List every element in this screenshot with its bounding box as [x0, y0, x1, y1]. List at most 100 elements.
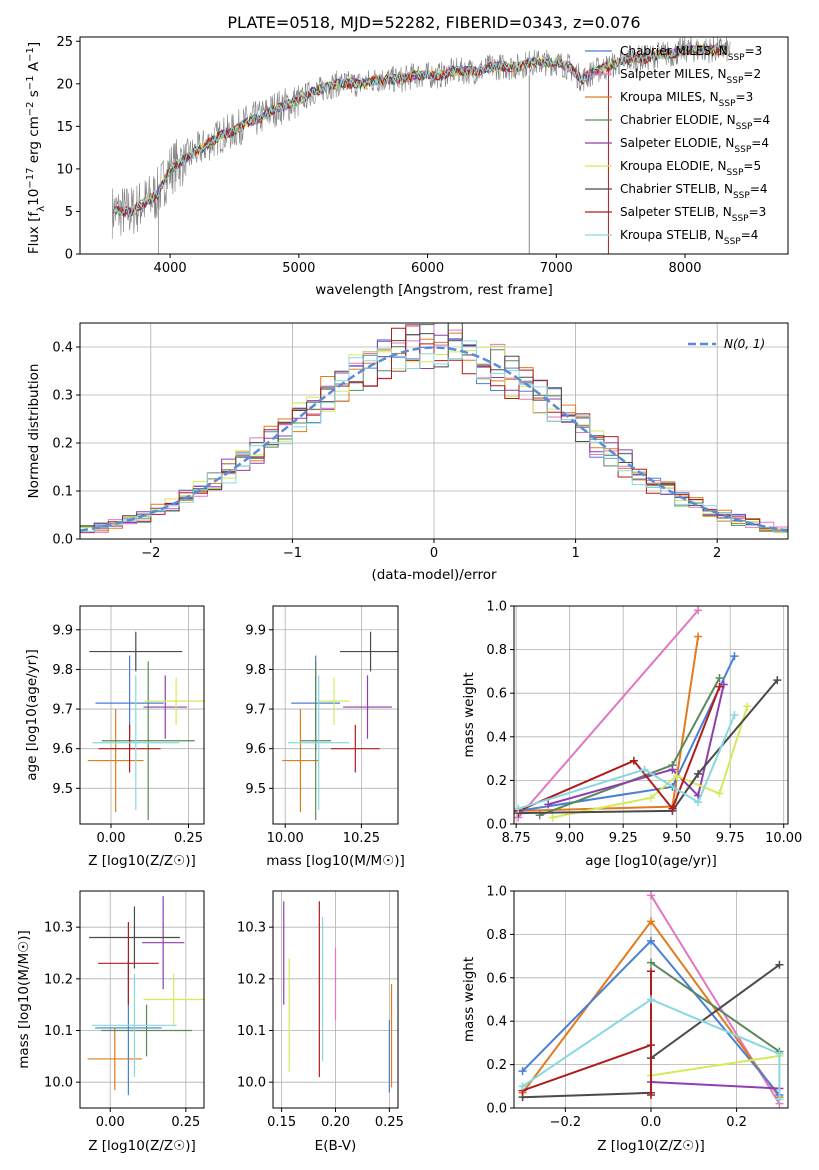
x-tick-label: 1 — [571, 546, 579, 561]
marker-salpeter_stelib — [715, 682, 724, 691]
ylabel: mass weight — [461, 957, 477, 1042]
x-tick-label: 0.25 — [174, 831, 203, 846]
y-tick-label: 0.1 — [52, 485, 73, 500]
marker-chabrier_elodie — [647, 958, 655, 967]
histogram-xlabel: (data-model)/error — [371, 567, 497, 583]
marker-chabrier_stelib — [773, 676, 782, 685]
x-tick-label: 10.00 — [765, 831, 802, 846]
marker-salpeter_miles — [694, 606, 703, 615]
marker-salpeter_elodie — [544, 800, 553, 809]
x-tick-label: −1 — [283, 546, 302, 561]
marker-salpeter_stelib — [647, 1090, 655, 1099]
y-tick-label: 0.0 — [52, 533, 73, 548]
y-tick-label: 0.0 — [486, 1102, 507, 1117]
y-tick-label: 10.2 — [44, 972, 73, 987]
x-tick-label: 0.25 — [171, 1115, 200, 1130]
marker-chabrier_stelib — [694, 769, 703, 778]
marker-kroupa_stelib — [647, 995, 655, 1004]
legend-entry-chabrier_miles: Chabrier MILES, NSSP=3 — [620, 44, 762, 63]
marker-kroupa_stelib — [775, 1049, 784, 1058]
xlabel: E(B-V) — [315, 1138, 357, 1154]
y-tick-label: 9.5 — [52, 782, 73, 797]
x-tick-label: 2 — [713, 546, 721, 561]
y-tick-label: 10.3 — [237, 921, 266, 936]
y-tick-label: 10 — [56, 162, 73, 177]
y-tick-label: 0.8 — [486, 928, 507, 943]
y-tick-label: 15 — [56, 120, 73, 135]
mass-weight-vs-age-panel: 8.75 9.00 9.25 9.50 9.75 10.00 0.0 0.2 0.4 0.6 0.8… — [461, 600, 802, 870]
y-tick-label: 10.0 — [44, 1076, 73, 1091]
x-tick-label: 0.15 — [267, 1115, 296, 1130]
legend-entry-salpeter_miles: Salpeter MILES, NSSP=2 — [620, 67, 761, 86]
marker-chabrier_stelib — [775, 960, 784, 969]
y-tick-label: 0.4 — [486, 1015, 507, 1030]
y-tick-label: 10.0 — [237, 1076, 266, 1091]
y-tick-label: 0.3 — [52, 389, 73, 404]
series-salpeter_stelib — [517, 686, 721, 812]
marker-salpeter_stelib — [647, 967, 655, 976]
ylabel: age [log10(age/yr)] — [24, 649, 40, 781]
y-tick-label: 9.8 — [52, 663, 73, 678]
legend-entry-kroupa_miles: Kroupa MILES, NSSP=3 — [620, 90, 753, 109]
y-tick-label: 1.0 — [486, 885, 507, 900]
x-tick-label: 6000 — [411, 261, 444, 276]
y-tick-label: 0.2 — [486, 774, 507, 789]
histogram-kroupa_stelib — [80, 340, 788, 539]
series-salpeter_stelib — [522, 971, 652, 1095]
y-tick-label: 0.2 — [486, 1058, 507, 1073]
xlabel: Z [log10(Z/Z☉)] — [88, 1138, 196, 1154]
model-spectrum-kroupa_stelib — [113, 44, 727, 217]
legend-entry-chabrier_stelib: Chabrier STELIB, NSSP=4 — [620, 182, 768, 201]
marker-kroupa_miles — [647, 917, 655, 926]
y-tick-label: 20 — [56, 77, 73, 92]
x-tick-label: 0.25 — [375, 1115, 404, 1130]
x-tick-label: 0.00 — [97, 831, 126, 846]
x-tick-label: 4000 — [154, 261, 187, 276]
marker-chabrier_miles — [647, 936, 655, 945]
axes-frame — [79, 36, 789, 255]
marker-chabrier_miles — [518, 1067, 527, 1076]
legend-entry-gauss: N(0, 1) — [724, 337, 765, 351]
marker-kroupa_stelib — [694, 798, 703, 807]
series-chabrier_stelib — [518, 679, 779, 815]
y-tick-label: 0.4 — [52, 341, 73, 356]
marker-salpeter_elodie — [668, 765, 677, 774]
x-tick-label: 10.00 — [267, 831, 304, 846]
series-kroupa_stelib — [518, 714, 736, 810]
x-tick-label: 8000 — [668, 261, 701, 276]
x-tick-label: 9.00 — [555, 831, 584, 846]
y-tick-label: 10.1 — [44, 1024, 73, 1039]
legend-entry-salpeter_stelib: Salpeter STELIB, NSSP=3 — [620, 205, 766, 224]
x-tick-label: 0.0 — [641, 1115, 662, 1130]
age-vs-mass-panel: 10.00 10.25 9.5 9.6 9.7 9.8 9.9 mass [log10(M/M… — [245, 605, 405, 869]
marker-kroupa_elodie — [672, 772, 681, 781]
xlabel: Z [log10(Z/Z☉)] — [88, 853, 196, 869]
y-tick-label: 0.6 — [486, 687, 507, 702]
normal-distribution-curve — [80, 346, 788, 532]
marker-kroupa_stelib — [640, 765, 649, 774]
axes-frame — [79, 322, 789, 540]
x-tick-label: 0.2 — [726, 1115, 747, 1130]
x-tick-label: 0.20 — [321, 1115, 350, 1130]
marker-kroupa_stelib — [518, 1082, 527, 1091]
x-tick-label: 9.25 — [609, 831, 638, 846]
spectrum-title: PLATE=0518, MJD=52282, FIBERID=0343, z=0… — [227, 13, 640, 32]
y-tick-label: 9.9 — [52, 623, 73, 638]
mass-vs-ebv-panel: 0.15 0.20 0.25 10.0 10.1 10.2 10.3 E(B-V) — [237, 890, 404, 1154]
y-tick-label: 0.6 — [486, 971, 507, 986]
axes-frame — [79, 605, 205, 825]
axes-frame — [513, 605, 789, 825]
x-tick-label: 9.50 — [662, 831, 691, 846]
y-tick-label: 1.0 — [486, 600, 507, 615]
spectrum-legend: Chabrier MILES, NSSP=3 Salpeter MILES, NS… — [585, 44, 770, 247]
x-tick-label: −2 — [141, 546, 160, 561]
legend-entry-chabrier_elodie: Chabrier ELODIE, NSSP=4 — [620, 113, 770, 132]
y-tick-label: 0.2 — [52, 437, 73, 452]
x-tick-label: 10.25 — [343, 831, 380, 846]
histogram-ylabel: Normed distribution — [26, 364, 42, 499]
axes-frame — [513, 890, 789, 1109]
y-tick-label: 0.4 — [486, 730, 507, 745]
marker-kroupa_miles — [694, 632, 703, 641]
marker-kroupa_elodie — [743, 702, 752, 711]
